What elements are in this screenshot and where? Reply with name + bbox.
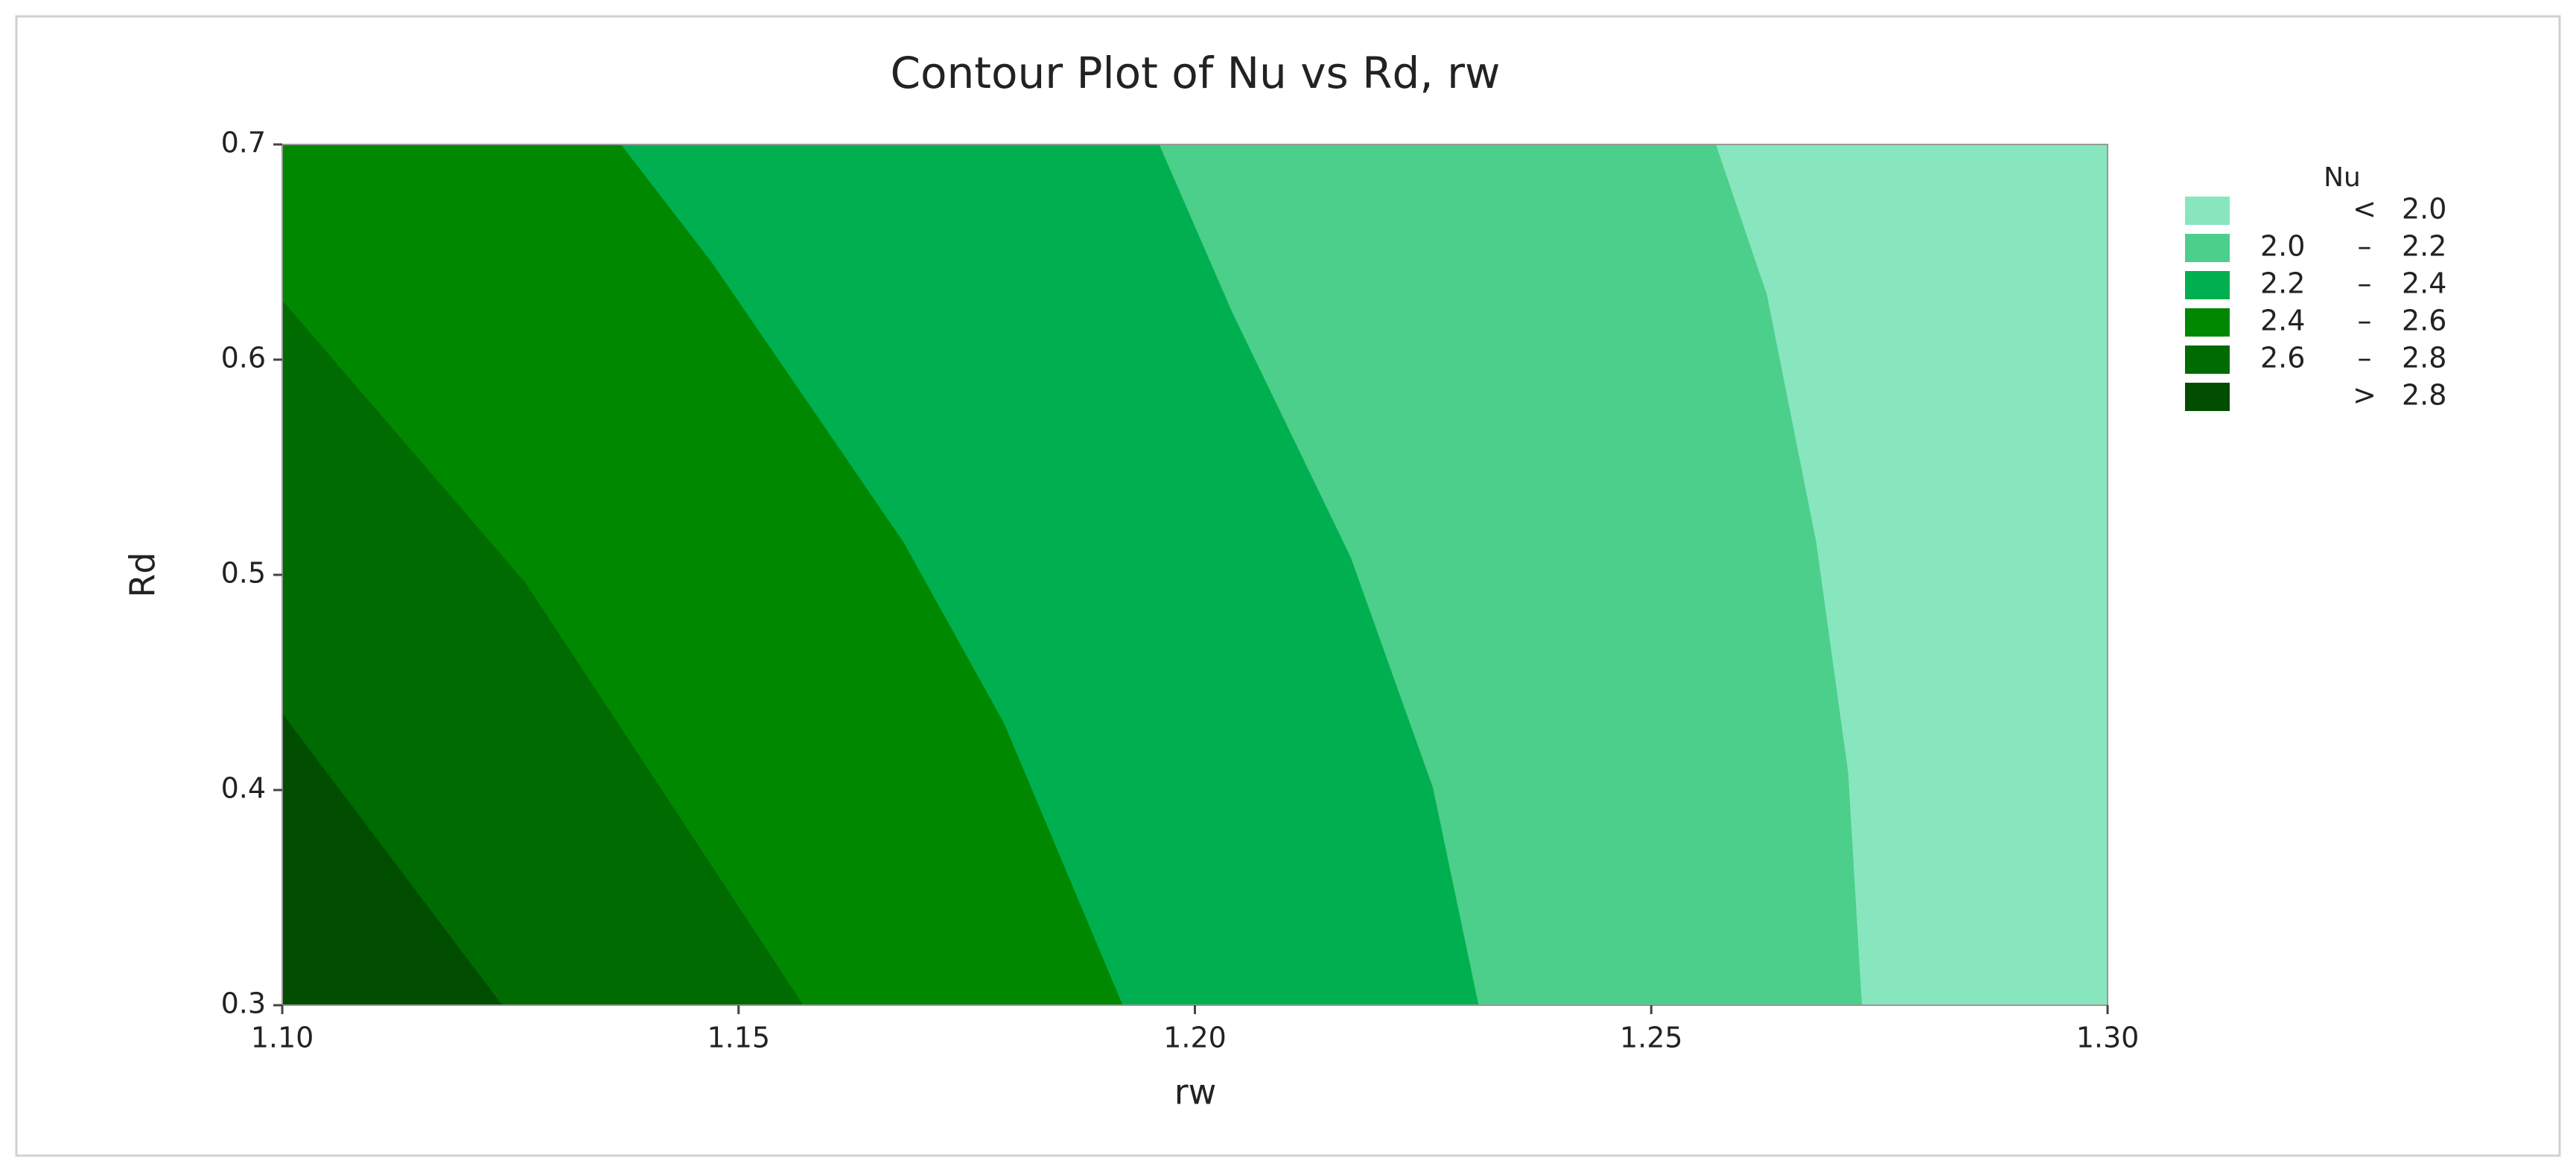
legend-op: –	[2358, 305, 2372, 337]
y-axis-label: Rd	[123, 552, 163, 597]
x-tick-label: 1.25	[1620, 1022, 1683, 1054]
legend-swatch	[2185, 234, 2230, 262]
contour-line	[619, 144, 1123, 1006]
x-tick-label: 1.10	[251, 1022, 314, 1054]
x-axis-label: rw	[1174, 1072, 1217, 1112]
y-tick-label: 0.5	[221, 557, 266, 590]
contour-line	[1157, 144, 1479, 1006]
contour-line	[1714, 144, 1863, 1006]
legend-high: 2.8	[2402, 342, 2446, 375]
legend-high: 2.4	[2402, 267, 2446, 300]
legend-high: 2.8	[2402, 379, 2446, 412]
legend-op: –	[2358, 267, 2372, 300]
y-tick-label: 0.6	[221, 342, 266, 375]
legend-high: 2.0	[2402, 193, 2446, 226]
legend-title: Nu	[2324, 162, 2361, 193]
legend-swatch	[2185, 271, 2230, 299]
legend-swatch	[2185, 383, 2230, 411]
y-tick-label: 0.4	[221, 772, 266, 805]
chart-title: Contour Plot of Nu vs Rd, rw	[891, 48, 1501, 98]
legend-low: 2.6	[2260, 342, 2305, 375]
legend-low: 2.0	[2260, 230, 2305, 263]
legend-op: –	[2358, 342, 2372, 375]
x-tick-label: 1.20	[1163, 1022, 1227, 1054]
legend-low: 2.4	[2260, 305, 2305, 337]
contour-region	[282, 301, 803, 1006]
legend-swatch	[2185, 308, 2230, 337]
legend-swatch	[2185, 197, 2230, 225]
contour-line	[282, 301, 804, 1006]
y-tick-label: 0.3	[221, 987, 266, 1020]
y-tick-label: 0.7	[221, 127, 266, 159]
legend-high: 2.2	[2402, 230, 2446, 263]
legend-op: –	[2358, 230, 2372, 263]
contour-line	[282, 714, 502, 1006]
x-tick-label: 1.30	[2076, 1022, 2140, 1054]
legend-low: 2.2	[2260, 267, 2305, 300]
legend-op: <	[2353, 193, 2376, 226]
legend-high: 2.6	[2402, 305, 2446, 337]
x-tick-label: 1.15	[707, 1022, 770, 1054]
legend-op: >	[2353, 379, 2376, 412]
legend-swatch	[2185, 345, 2230, 374]
